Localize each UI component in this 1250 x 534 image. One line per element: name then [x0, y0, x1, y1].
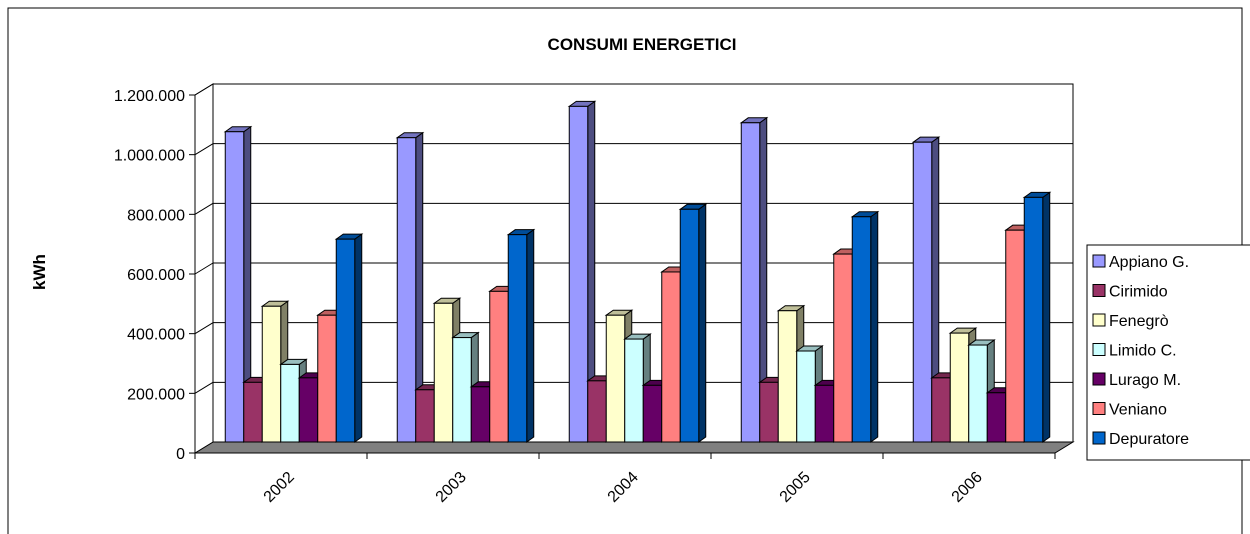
bar-front	[1005, 229, 1025, 443]
y-axis-ticks: 0 200.000 400.000 600.000 800.000 1.000.000 1.…	[114, 88, 196, 463]
legend-label: Limido C.	[1109, 343, 1177, 360]
bar-front	[796, 350, 816, 443]
bars	[223, 100, 1052, 443]
legend-swatch	[1092, 343, 1106, 356]
legend-item: Cirimido	[1092, 284, 1168, 301]
bar-front	[968, 344, 988, 443]
gridline-side	[194, 381, 214, 394]
bar-front	[624, 338, 644, 443]
bar-front	[261, 305, 282, 443]
y-axis-label: kWh	[30, 254, 49, 290]
bar-side	[870, 210, 879, 443]
bar-side	[1042, 191, 1051, 443]
bar-front	[507, 234, 528, 443]
chart-title: CONSUMI ENERGETICI	[548, 35, 737, 54]
bar	[334, 233, 364, 443]
gridline-side	[194, 202, 214, 215]
bar	[678, 203, 708, 443]
bar-front	[396, 137, 417, 443]
bar-front	[851, 216, 872, 443]
bar-front	[986, 392, 1007, 443]
bar-front	[661, 271, 681, 443]
bar-front	[317, 314, 337, 443]
bar-front	[777, 310, 798, 443]
legend-swatch	[1092, 431, 1106, 445]
legend-label: Depuratore	[1109, 431, 1189, 448]
legend-item: Veniano	[1092, 402, 1167, 419]
legend-label: Cirimido	[1109, 284, 1168, 301]
legend-item: Limido C.	[1092, 343, 1177, 360]
legend: Appiano G. Cirimido Fenegrò Limido C. Lurago…	[1086, 244, 1250, 461]
gridline-side	[194, 262, 214, 275]
bar-front	[433, 302, 454, 443]
y-tick-label: 1.000.000	[114, 148, 185, 165]
bar-front	[740, 122, 761, 443]
legend-swatch	[1092, 402, 1106, 415]
legend-swatch	[1092, 313, 1106, 327]
bar-front	[1023, 196, 1044, 443]
floor	[193, 441, 1075, 454]
legend-label: Veniano	[1109, 402, 1167, 419]
bar-side	[354, 233, 363, 443]
legend-label: Lurago M.	[1109, 372, 1181, 389]
bar	[850, 210, 880, 443]
bar-front	[587, 380, 607, 443]
bar-front	[949, 332, 970, 443]
bar-front	[605, 314, 626, 443]
bar-side	[698, 203, 707, 443]
legend-swatch	[1092, 284, 1106, 297]
y-tick-label: 400.000	[127, 327, 185, 344]
bar	[395, 131, 425, 443]
bar-front	[814, 384, 835, 443]
bar-front	[833, 253, 853, 443]
y-tick-label: 1.200.000	[114, 88, 185, 105]
y-tick-label: 0	[176, 446, 185, 463]
bar-front	[452, 337, 472, 443]
bar	[567, 100, 597, 443]
legend-item: Lurago M.	[1092, 372, 1181, 389]
y-tick-label: 200.000	[127, 386, 185, 403]
legend-label: Appiano G.	[1109, 254, 1189, 271]
bar-front	[931, 377, 951, 443]
bar-front	[243, 381, 263, 443]
bar-front	[642, 384, 663, 443]
gridline-side	[194, 143, 214, 156]
legend-item: Depuratore	[1092, 431, 1189, 448]
bar-front	[280, 363, 300, 443]
gridline-side	[194, 322, 214, 335]
bar-front	[912, 141, 933, 443]
bar-front	[568, 105, 589, 443]
bar	[911, 136, 941, 443]
bar-front	[470, 386, 491, 443]
bar-front	[298, 377, 319, 443]
bar-front	[335, 238, 356, 443]
bar-front	[415, 389, 435, 443]
bar-front	[679, 208, 700, 443]
bar-front	[489, 290, 509, 443]
bar	[1022, 191, 1052, 443]
bar	[506, 228, 536, 443]
y-tick-label: 600.000	[127, 267, 185, 284]
legend-label: Fenegrò	[1109, 313, 1169, 330]
bar-side	[526, 228, 535, 443]
gridline-side	[194, 83, 214, 96]
bar-front	[759, 381, 779, 443]
legend-swatch	[1092, 254, 1106, 268]
bar	[739, 116, 769, 443]
bar-front	[224, 131, 245, 443]
legend-item: Appiano G.	[1092, 254, 1189, 271]
legend-item: Fenegrò	[1092, 313, 1169, 330]
y-tick-label: 800.000	[127, 207, 185, 224]
legend-swatch	[1092, 372, 1106, 386]
legend-box	[1086, 244, 1250, 461]
